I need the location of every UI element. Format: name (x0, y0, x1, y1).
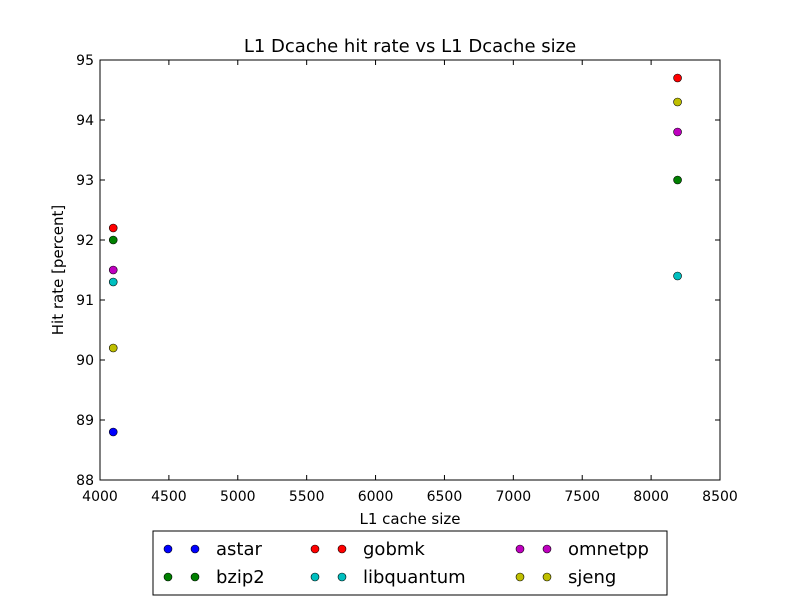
data-point-bzip2 (108, 235, 118, 245)
x-tick-label: 4000 (82, 489, 118, 505)
legend-marker-sjeng (515, 572, 525, 582)
legend: astar bzip2 gobmk libquantum omnetpp sjeng (152, 530, 668, 596)
y-tick-label: 95 (76, 53, 94, 69)
data-point-libquantum (673, 271, 682, 281)
legend-box (152, 530, 668, 596)
data-point-omnetpp (673, 127, 682, 137)
x-tick-label: 6000 (358, 489, 394, 505)
x-tick-label: 7000 (496, 489, 532, 505)
x-tick-label: 4500 (151, 489, 187, 505)
legend-marker-bzip2 (190, 572, 200, 582)
legend-marker-gobmk (310, 544, 320, 554)
y-tick-label: 94 (76, 113, 94, 129)
legend-label-astar: astar (216, 539, 262, 560)
x-tick-label: 8500 (702, 489, 738, 505)
legend-marker-omnetpp (542, 544, 552, 554)
y-tick-label: 93 (76, 173, 94, 189)
data-point-gobmk (108, 223, 118, 233)
x-tick-label: 6500 (427, 489, 463, 505)
y-tick-label: 91 (76, 293, 94, 309)
data-point-astar (108, 427, 118, 437)
x-tick-label: 5000 (220, 489, 256, 505)
x-tick-label: 7500 (564, 489, 600, 505)
chart-title: L1 Dcache hit rate vs L1 Dcache size (244, 36, 576, 57)
legend-marker-astar (163, 544, 173, 554)
plot-frame (99, 59, 721, 481)
legend-marker-sjeng (542, 572, 552, 582)
y-tick-label: 89 (76, 413, 94, 429)
plot-area: 4000 4500 5000 5500 6000 6500 7000 7500 8000 8500… (76, 53, 738, 505)
legend-label-bzip2: bzip2 (216, 567, 265, 588)
data-point-gobmk (673, 73, 682, 83)
legend-marker-bzip2 (163, 572, 173, 582)
y-axis-label: Hit rate [percent] (49, 205, 67, 336)
legend-marker-libquantum (337, 572, 347, 582)
data-point-sjeng (673, 97, 682, 107)
legend-label-sjeng: sjeng (568, 567, 616, 588)
legend-marker-gobmk (337, 544, 347, 554)
y-tick-label: 90 (76, 353, 94, 369)
y-tick-label: 88 (76, 473, 94, 489)
data-point-omnetpp (108, 265, 118, 275)
legend-label-libquantum: libquantum (363, 567, 466, 588)
x-tick-label: 8000 (633, 489, 669, 505)
data-point-sjeng (108, 343, 118, 353)
legend-marker-omnetpp (515, 544, 525, 554)
x-axis-label: L1 cache size (360, 510, 461, 528)
legend-label-omnetpp: omnetpp (568, 539, 649, 560)
data-point-bzip2 (673, 175, 682, 185)
x-tick-label: 5500 (289, 489, 325, 505)
data-point-libquantum (108, 277, 118, 287)
legend-marker-astar (190, 544, 200, 554)
legend-label-gobmk: gobmk (363, 539, 425, 560)
legend-marker-libquantum (310, 572, 320, 582)
y-tick-label: 92 (76, 233, 94, 249)
